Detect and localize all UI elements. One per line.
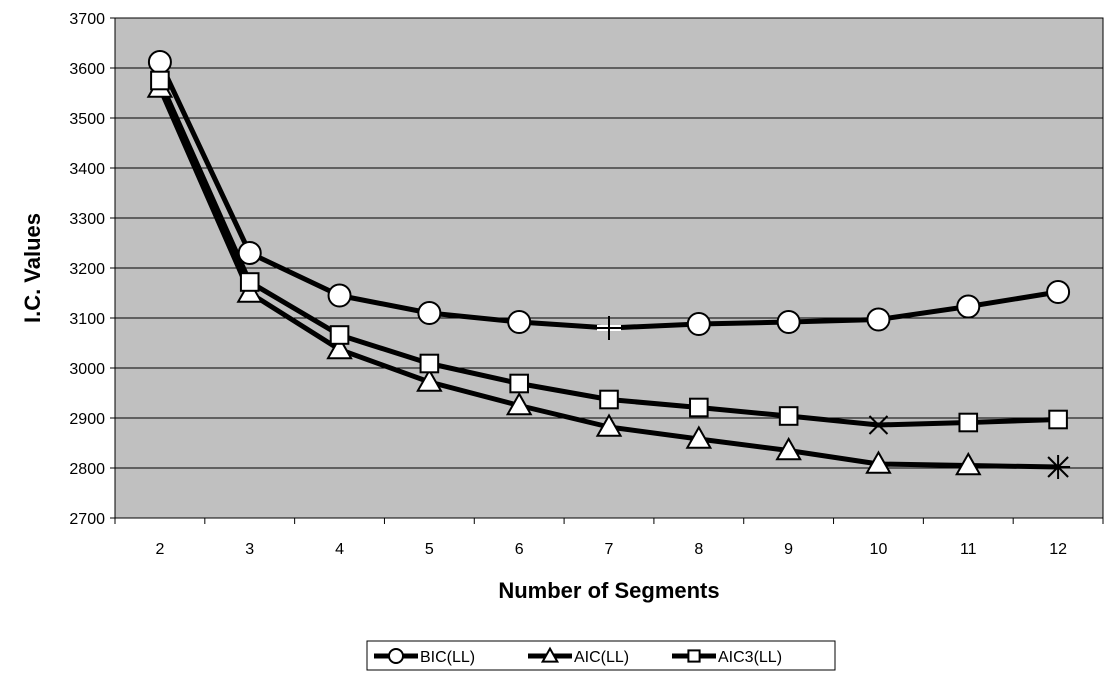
x-axis-title: Number of Segments (498, 578, 719, 603)
legend-label: AIC3(LL) (718, 649, 782, 666)
data-point (507, 310, 532, 334)
y-tick-label: 2900 (69, 411, 105, 428)
data-point (239, 272, 260, 292)
x-tick-label: 6 (515, 541, 524, 558)
y-tick-label: 2700 (69, 511, 105, 528)
minimum-marker (868, 415, 889, 435)
minimum-marker (597, 316, 621, 340)
data-point (595, 413, 623, 437)
data-point (958, 412, 979, 433)
data-point (866, 307, 891, 332)
y-tick-label: 3600 (69, 61, 105, 78)
x-tick-label: 12 (1049, 541, 1067, 558)
y-tick-label: 2800 (69, 461, 105, 478)
data-point (327, 283, 352, 308)
data-point (505, 391, 533, 416)
x-tick-label: 4 (335, 541, 344, 558)
x-tick-label: 3 (245, 541, 254, 558)
legend: BIC(LL) AIC(LL) AIC3(LL) (366, 640, 836, 671)
legend-label: BIC(LL) (420, 649, 475, 666)
x-tick-label: 10 (870, 541, 888, 558)
min-marker-stroke (1047, 456, 1069, 478)
x-tick-label: 2 (155, 541, 164, 558)
data-point (326, 335, 353, 360)
minimum-marker (1046, 455, 1071, 479)
data-point (416, 368, 443, 392)
series-markers (146, 50, 1071, 479)
data-point (509, 373, 529, 394)
data-point (778, 406, 799, 426)
data-point (686, 312, 711, 336)
data-point (955, 451, 982, 476)
data-point (775, 436, 802, 461)
data-point (956, 294, 981, 319)
data-point (329, 325, 350, 345)
x-tick-label: 5 (425, 541, 434, 558)
y-tick-label: 3300 (69, 211, 105, 228)
data-point (237, 241, 262, 265)
data-point (776, 310, 801, 334)
data-point (1048, 409, 1068, 430)
legend-swatch-marker (388, 648, 404, 664)
legend-label: AIC(LL) (574, 649, 629, 666)
data-point (689, 397, 709, 418)
y-axis-title: I.C. Values (20, 213, 45, 323)
data-point (150, 70, 170, 91)
y-tick-label: 3200 (69, 261, 105, 278)
x-tick-label: 11 (960, 541, 977, 558)
x-tick-label: 7 (605, 541, 614, 558)
y-tick-label: 3400 (69, 161, 105, 178)
gridlines (115, 67, 1103, 469)
data-point (865, 450, 892, 474)
x-tick-label: 8 (694, 541, 703, 558)
x-tick-label: 9 (784, 541, 793, 558)
data-point (599, 389, 619, 410)
legend-swatch-marker (540, 646, 560, 663)
data-point (1046, 280, 1071, 304)
legend-swatch-marker (687, 649, 701, 663)
y-tick-label: 3700 (69, 11, 105, 28)
legend-box (366, 640, 836, 671)
data-point (419, 353, 440, 374)
min-marker-stroke (868, 415, 889, 435)
y-tick-label: 3500 (69, 111, 105, 128)
axes: 2700 2800 2900 3000 3100 3200 3300 3400 3500 3600… (69, 11, 1104, 558)
data-point (147, 50, 172, 74)
y-tick-label: 3100 (69, 311, 105, 328)
data-point (685, 425, 713, 449)
y-tick-label: 3000 (69, 361, 105, 378)
data-point (417, 301, 442, 325)
